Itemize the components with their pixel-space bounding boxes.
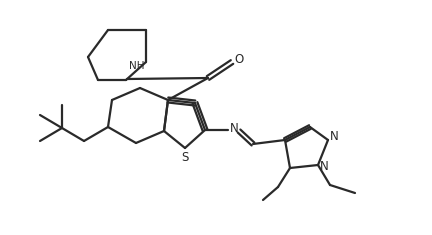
Text: N: N	[320, 161, 329, 173]
Text: N: N	[230, 121, 239, 134]
Text: S: S	[181, 151, 189, 164]
Text: O: O	[234, 52, 243, 66]
Text: NH: NH	[129, 61, 144, 71]
Text: N: N	[330, 130, 339, 144]
